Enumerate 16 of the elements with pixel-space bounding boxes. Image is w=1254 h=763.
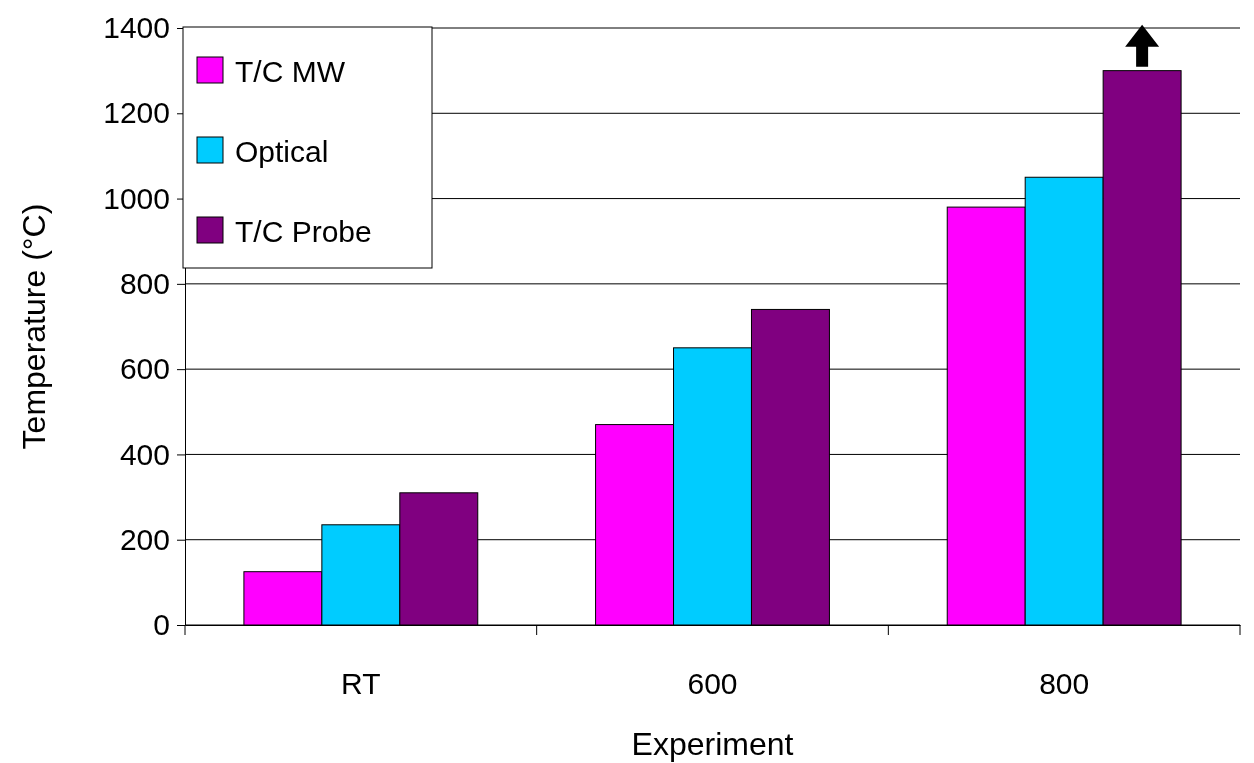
y-tick-label: 800 <box>119 266 170 300</box>
y-tick-label: 1000 <box>103 181 170 215</box>
x-tick-label: 800 <box>1039 667 1090 700</box>
legend-label: T/C Probe <box>235 215 372 248</box>
y-tick-label: 400 <box>119 437 170 471</box>
legend-label: Optical <box>235 135 329 168</box>
x-axis-title: Experiment <box>631 726 794 762</box>
x-tick-label: 600 <box>687 667 738 700</box>
y-tick-label: 0 <box>153 608 170 642</box>
y-tick-label: 1200 <box>103 96 170 130</box>
legend-label: T/C MW <box>235 55 346 88</box>
y-tick-label: 1400 <box>103 11 170 45</box>
y-axis-title: Temperature (°C) <box>16 203 52 450</box>
y-tick-label: 200 <box>119 522 170 556</box>
x-tick-label: RT <box>341 667 381 700</box>
y-tick-label: 600 <box>119 352 170 386</box>
